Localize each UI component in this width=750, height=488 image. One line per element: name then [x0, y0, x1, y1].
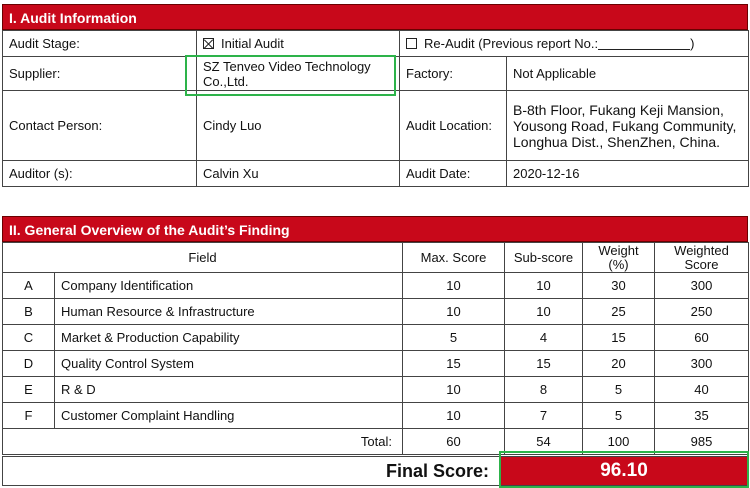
- initial-audit-option[interactable]: Initial Audit: [196, 30, 400, 57]
- total-weight: 100: [582, 428, 655, 455]
- audit-info-table: Audit Stage: Initial Audit Re-Audit (Pre…: [2, 30, 749, 187]
- row-max-score: 10: [402, 298, 505, 325]
- auditor-row: Auditor (s): Calvin Xu Audit Date: 2020-…: [2, 160, 749, 187]
- factory-value: Not Applicable: [506, 56, 749, 91]
- audit-info-heading: I. Audit Information: [2, 4, 748, 30]
- row-weighted-score: 300: [654, 272, 749, 299]
- final-score-row: Final Score: 96.10: [2, 456, 748, 486]
- supplier-label: Supplier:: [2, 56, 197, 91]
- row-weight: 5: [582, 402, 655, 429]
- row-code: B: [2, 298, 55, 325]
- audit-stage-label: Audit Stage:: [2, 30, 197, 57]
- contact-row: Contact Person: Cindy Luo Audit Location…: [2, 90, 749, 161]
- row-sub-score: 7: [504, 402, 583, 429]
- factory-label: Factory:: [399, 56, 507, 91]
- total-row: Total: 60 54 100 985: [2, 428, 749, 455]
- row-field: Customer Complaint Handling: [54, 402, 403, 429]
- table-row: C Market & Production Capability 5 4 15 60: [2, 324, 749, 351]
- row-sub-score: 10: [504, 272, 583, 299]
- row-weighted-score: 300: [654, 350, 749, 377]
- row-sub-score: 8: [504, 376, 583, 403]
- contact-value: Cindy Luo: [196, 90, 400, 161]
- overview-heading: II. General Overview of the Audit’s Find…: [2, 216, 748, 242]
- row-weighted-score: 60: [654, 324, 749, 351]
- date-value: 2020-12-16: [506, 160, 749, 187]
- row-weight: 25: [582, 298, 655, 325]
- location-value: B-8th Floor, Fukang Keji Mansion, Youson…: [506, 90, 749, 161]
- row-code: A: [2, 272, 55, 299]
- re-audit-option[interactable]: Re-Audit (Previous report No.:): [399, 30, 749, 57]
- total-max: 60: [402, 428, 505, 455]
- row-max-score: 10: [402, 402, 505, 429]
- row-code: C: [2, 324, 55, 351]
- initial-audit-checkbox[interactable]: [203, 38, 214, 49]
- total-label: Total:: [54, 428, 403, 455]
- overview-table: Field Max. Score Sub-score Weight (%) We…: [2, 242, 749, 455]
- row-weighted-score: 40: [654, 376, 749, 403]
- row-max-score: 10: [402, 376, 505, 403]
- col-weighted-score: Weighted Score: [654, 242, 749, 273]
- row-field: R & D: [54, 376, 403, 403]
- final-score-label: Final Score:: [385, 461, 489, 481]
- col-field: Field: [2, 242, 403, 273]
- auditor-label: Auditor (s):: [2, 160, 197, 187]
- supplier-row: Supplier: SZ Tenveo Video Technology Co.…: [2, 56, 749, 91]
- row-weighted-score: 250: [654, 298, 749, 325]
- location-label: Audit Location:: [399, 90, 507, 161]
- row-field: Quality Control System: [54, 350, 403, 377]
- total-spacer: [2, 428, 55, 455]
- date-label: Audit Date:: [399, 160, 507, 187]
- row-max-score: 10: [402, 272, 505, 299]
- row-max-score: 5: [402, 324, 505, 351]
- row-weight: 5: [582, 376, 655, 403]
- table-row: F Customer Complaint Handling 10 7 5 35: [2, 402, 749, 429]
- row-code: E: [2, 376, 55, 403]
- row-weighted-score: 35: [654, 402, 749, 429]
- previous-report-blank: [598, 39, 691, 50]
- re-audit-close: ): [690, 36, 695, 51]
- final-score-value: 96.10: [501, 457, 747, 485]
- table-row: D Quality Control System 15 15 20 300: [2, 350, 749, 377]
- row-code: F: [2, 402, 55, 429]
- row-field: Human Resource & Infrastructure: [54, 298, 403, 325]
- total-sub: 54: [504, 428, 583, 455]
- auditor-value: Calvin Xu: [196, 160, 400, 187]
- row-field: Market & Production Capability: [54, 324, 403, 351]
- re-audit-checkbox[interactable]: [406, 38, 417, 49]
- row-weight: 30: [582, 272, 655, 299]
- row-max-score: 15: [402, 350, 505, 377]
- initial-audit-text: Initial Audit: [221, 36, 284, 51]
- table-row: A Company Identification 10 10 30 300: [2, 272, 749, 299]
- row-sub-score: 4: [504, 324, 583, 351]
- supplier-value: SZ Tenveo Video Technology Co.,Ltd.: [196, 56, 400, 91]
- row-weight: 15: [582, 324, 655, 351]
- col-max-score: Max. Score: [402, 242, 505, 273]
- overview-header-row: Field Max. Score Sub-score Weight (%) We…: [2, 242, 749, 273]
- table-row: B Human Resource & Infrastructure 10 10 25 25…: [2, 298, 749, 325]
- row-code: D: [2, 350, 55, 377]
- col-weight: Weight (%): [582, 242, 655, 273]
- total-weighted: 985: [654, 428, 749, 455]
- row-sub-score: 10: [504, 298, 583, 325]
- row-weight: 20: [582, 350, 655, 377]
- re-audit-text: Re-Audit (Previous report No.:: [424, 36, 599, 51]
- audit-stage-row: Audit Stage: Initial Audit Re-Audit (Pre…: [2, 30, 749, 57]
- row-sub-score: 15: [504, 350, 583, 377]
- row-field: Company Identification: [54, 272, 403, 299]
- contact-label: Contact Person:: [2, 90, 197, 161]
- col-sub-score: Sub-score: [504, 242, 583, 273]
